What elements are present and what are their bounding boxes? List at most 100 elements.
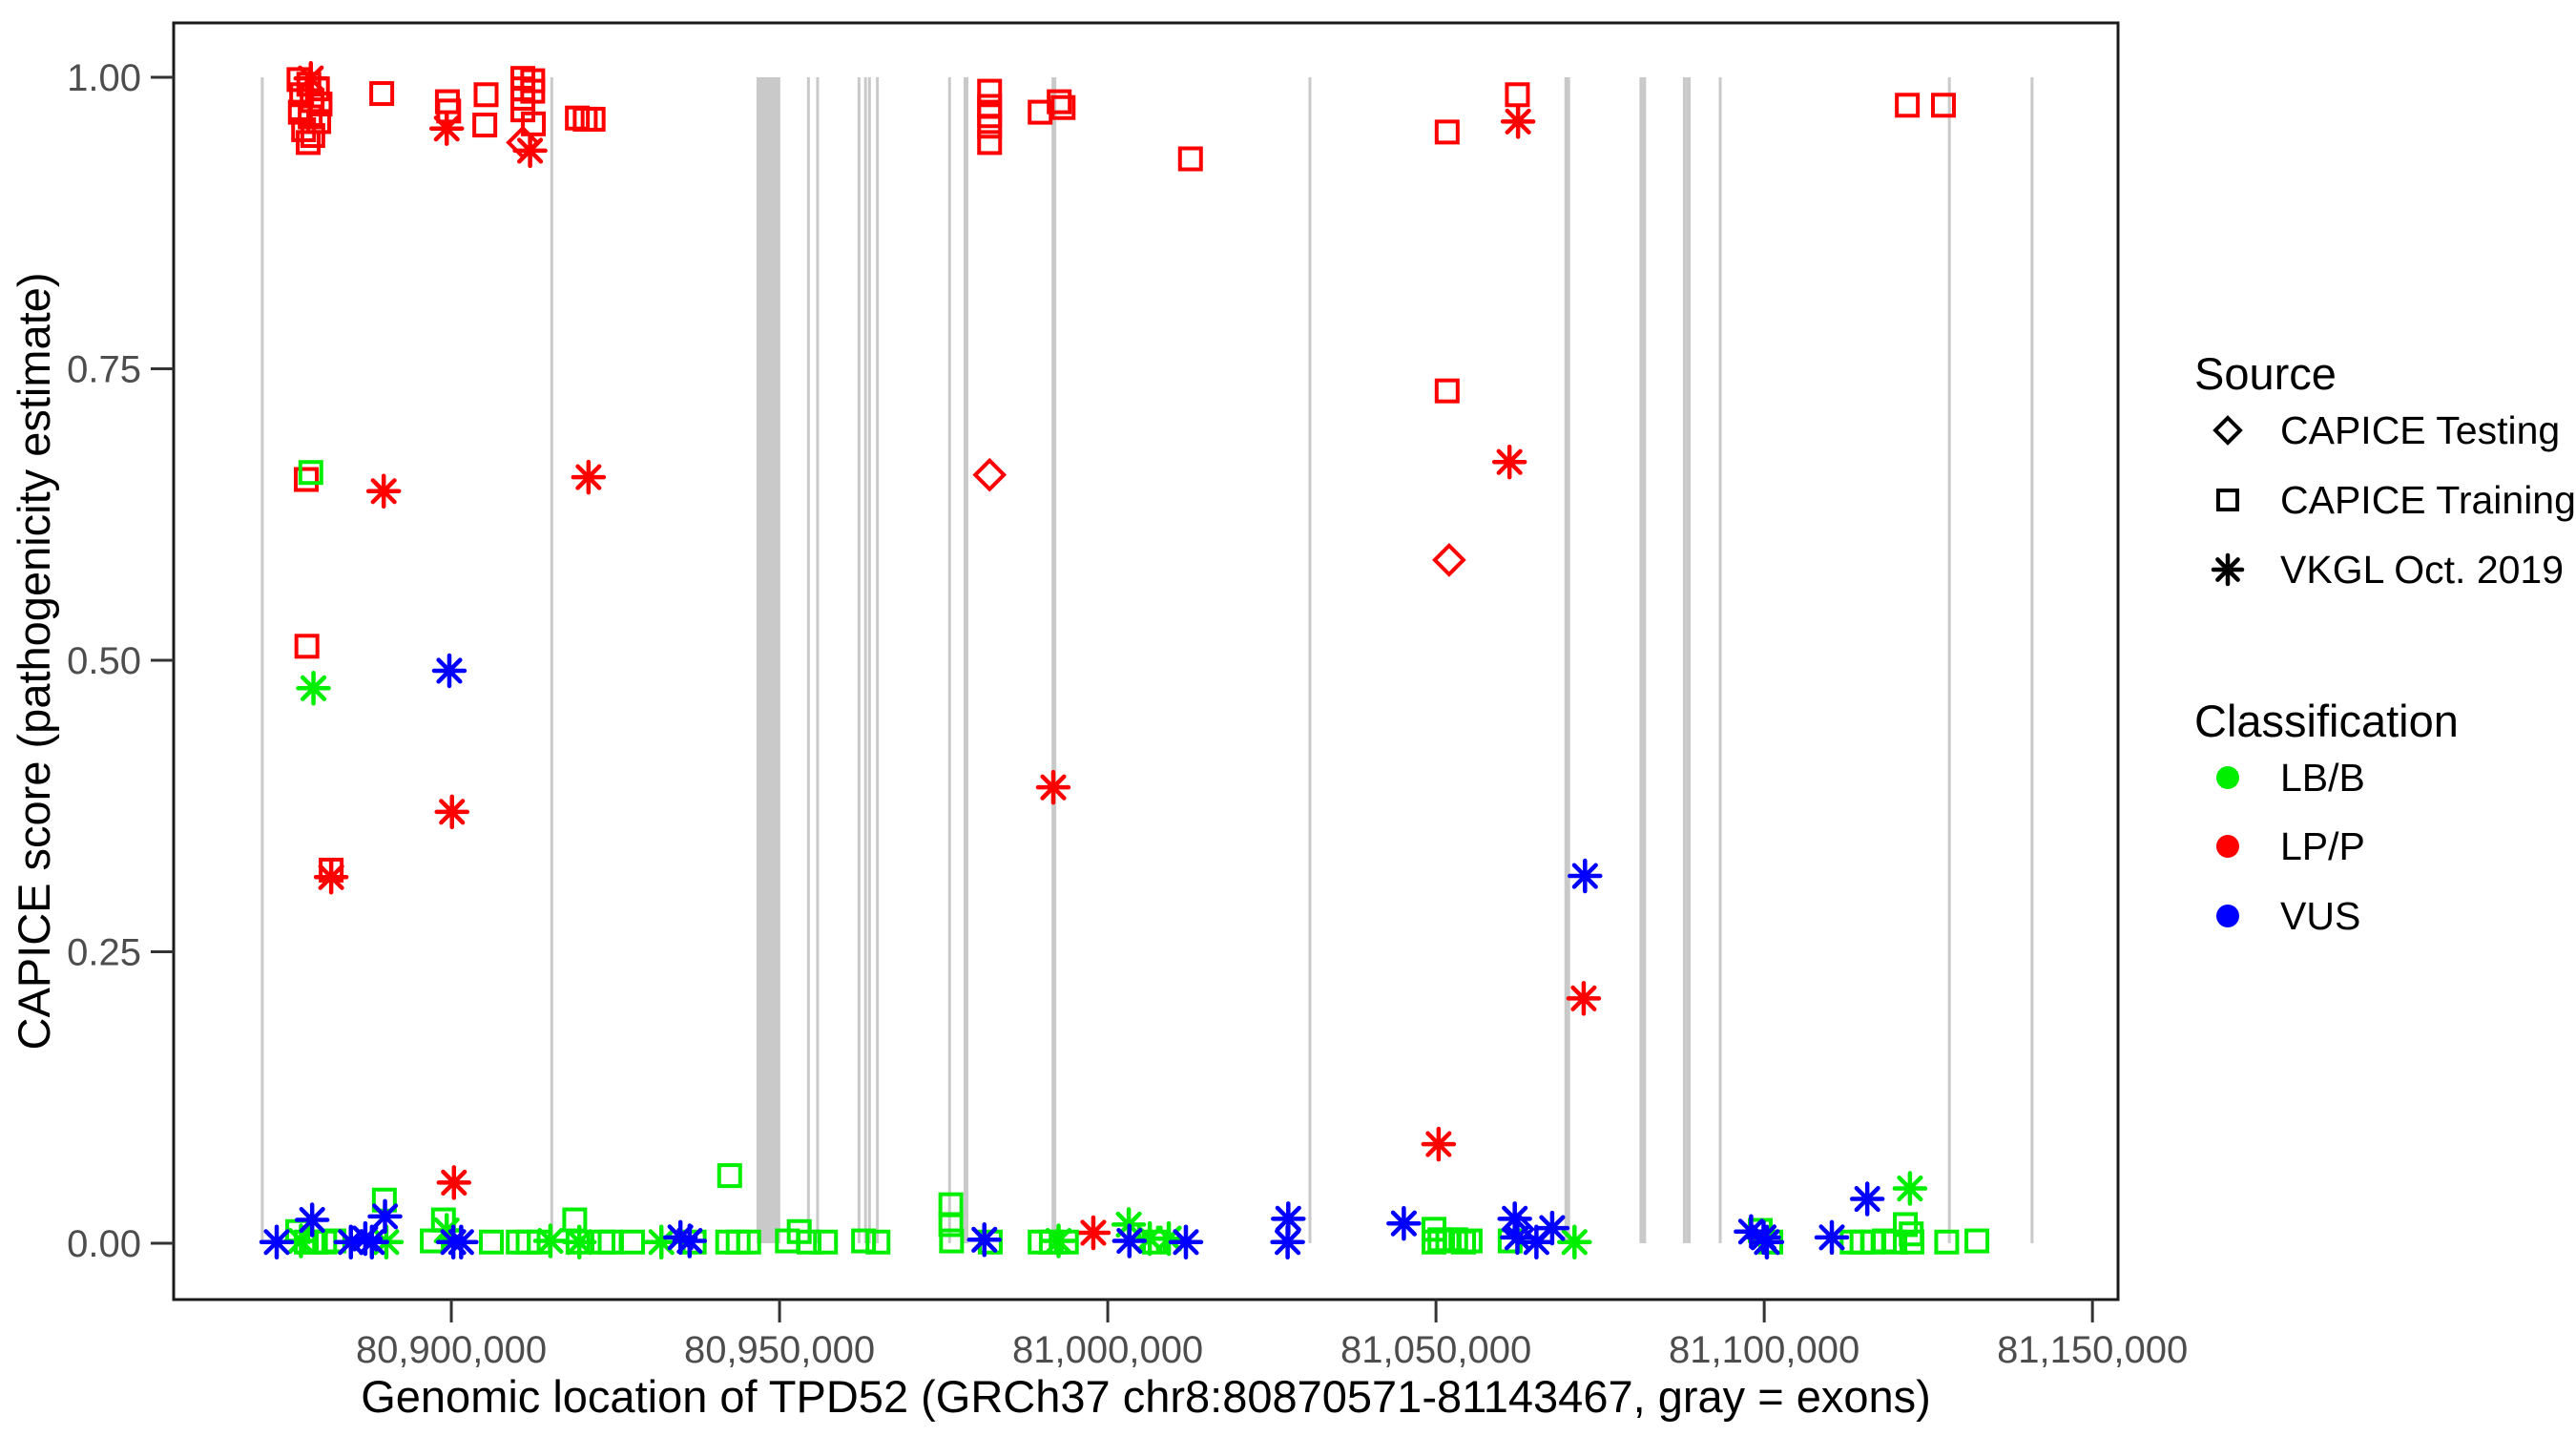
- legend: Source CAPICE Testing CAPICE Training VKGL…: [2194, 348, 2576, 938]
- data-point: [1075, 1215, 1111, 1251]
- exon-band: [816, 76, 820, 1243]
- legend-item-label: VKGL Oct. 2019: [2280, 548, 2564, 592]
- marker-square: [296, 130, 322, 156]
- marker-asterisk: [1557, 1224, 1592, 1260]
- legend-item-lb-b: LB/B: [2216, 756, 2365, 800]
- data-point: [1177, 146, 1203, 172]
- marker-asterisk: [436, 1165, 472, 1200]
- marker-square: [562, 1207, 588, 1233]
- exon-band: [947, 76, 951, 1243]
- y-tick-label: 0.50: [67, 640, 141, 682]
- data-point: [369, 81, 395, 107]
- marker-square: [797, 1229, 822, 1255]
- data-point: [1814, 1219, 1850, 1256]
- legend-color-dot: [2216, 905, 2239, 927]
- exon-band: [1718, 76, 1722, 1243]
- y-tick-label: 0.00: [67, 1223, 141, 1265]
- data-point: [851, 1228, 877, 1254]
- marker-square: [479, 1229, 505, 1255]
- data-point: [561, 1224, 597, 1260]
- marker-square: [736, 1229, 761, 1255]
- exon-band: [857, 76, 861, 1243]
- data-point: [672, 1223, 708, 1259]
- exon-band: [1687, 76, 1692, 1243]
- data-point: [1457, 1228, 1483, 1254]
- marker-square: [1050, 94, 1076, 120]
- exon-band: [1639, 76, 1647, 1243]
- data-point: [293, 60, 329, 96]
- marker-square: [977, 114, 1003, 139]
- data-point: [1930, 93, 1956, 118]
- x-tick-label: 80,950,000: [684, 1329, 875, 1371]
- marker-asterisk: [259, 1224, 295, 1260]
- marker-asterisk: [1421, 1126, 1457, 1162]
- x-tick-label: 80,900,000: [356, 1329, 547, 1371]
- data-point: [580, 106, 606, 132]
- data-point: [1557, 1224, 1592, 1260]
- marker-asterisk: [367, 1198, 403, 1235]
- data-point: [939, 1228, 965, 1254]
- data-point: [572, 106, 598, 132]
- legend-color-dot: [2216, 766, 2239, 789]
- legend-color-dot: [2216, 835, 2239, 858]
- data-point: [1534, 1210, 1570, 1246]
- marker-square: [300, 123, 325, 149]
- data-point: [431, 653, 467, 689]
- data-point: [972, 457, 1008, 492]
- legend-item-label: LB/B: [2280, 756, 2365, 800]
- data-point: [1749, 1224, 1785, 1260]
- marker-asterisk: [1749, 1224, 1785, 1260]
- exon-band: [1564, 76, 1570, 1243]
- exon-band: [806, 76, 810, 1243]
- data-point: [293, 467, 319, 492]
- data-point: [313, 860, 349, 895]
- data-point: [1270, 1224, 1305, 1260]
- marker-square: [1177, 146, 1203, 172]
- data-point: [938, 1212, 964, 1238]
- marker-square: [851, 1228, 877, 1254]
- data-point: [472, 113, 498, 138]
- marker-diamond: [2212, 415, 2243, 446]
- data-point: [1111, 1223, 1148, 1259]
- marker-square: [472, 113, 498, 138]
- y-tick-label: 0.75: [67, 348, 141, 390]
- marker-asterisk: [571, 459, 607, 495]
- marker-square: [580, 106, 606, 132]
- y-tick-label: 0.25: [67, 931, 141, 973]
- data-point: [717, 1163, 742, 1189]
- data-point: [1500, 104, 1536, 139]
- marker-asterisk: [365, 473, 402, 510]
- marker-square: [1899, 1229, 1924, 1255]
- legend-item-asterisk: VKGL Oct. 2019: [2211, 548, 2564, 592]
- data-point: [1899, 1229, 1924, 1255]
- exon-band: [1051, 76, 1057, 1243]
- marker-square: [572, 106, 598, 132]
- marker-square: [2216, 489, 2239, 511]
- x-tick-label: 81,150,000: [1997, 1329, 2188, 1371]
- marker-asterisk: [1111, 1223, 1148, 1259]
- data-point: [966, 1222, 1002, 1258]
- legend-item-label: CAPICE Training: [2280, 478, 2576, 522]
- marker-asterisk: [294, 1202, 330, 1238]
- data-point: [1505, 82, 1530, 108]
- data-point: [428, 111, 465, 146]
- data-point: [294, 1202, 330, 1238]
- marker-square: [293, 467, 319, 492]
- marker-asterisk: [1500, 1219, 1535, 1256]
- legend-item-lp-p: LP/P: [2216, 824, 2365, 868]
- data-point: [1386, 1205, 1422, 1241]
- marker-square: [1434, 119, 1460, 145]
- legend-item-label: VUS: [2280, 894, 2360, 938]
- marker-square: [938, 1212, 964, 1238]
- data-point: [300, 123, 325, 149]
- data-point: [1035, 769, 1071, 805]
- marker-asterisk: [1892, 1171, 1928, 1206]
- marker-asterisk: [2211, 552, 2245, 587]
- data-point: [1500, 1219, 1535, 1256]
- exon-band: [550, 76, 553, 1243]
- marker-square: [619, 1229, 645, 1255]
- marker-square: [1053, 1229, 1079, 1255]
- data-point: [813, 1229, 839, 1255]
- legend-source-title: Source: [2194, 348, 2337, 399]
